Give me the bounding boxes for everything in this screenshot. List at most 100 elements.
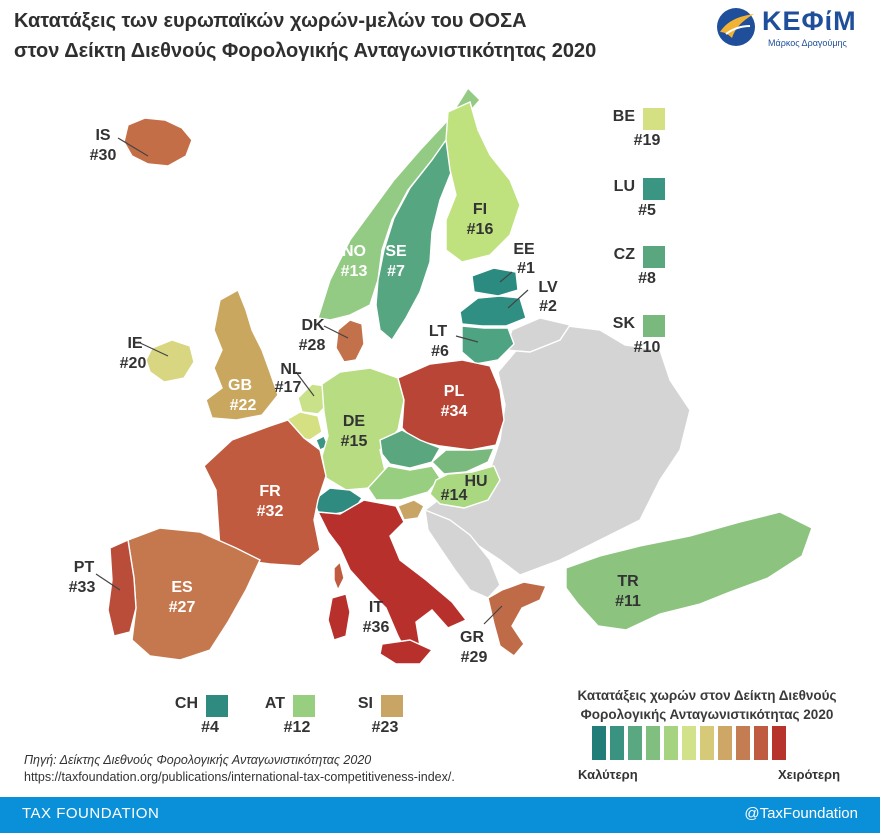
leader-DK [323,325,349,339]
inset-SK-swatch [643,315,665,337]
logo-subtitle: Μάρκος Δραγούμης [768,38,847,48]
country-GR [487,581,547,657]
country-TR [565,511,813,631]
title-line-1: Κατατάξεις των ευρωπαϊκών χωρών-μελών το… [14,10,527,32]
label-PL-rank: #34 [441,403,468,420]
label-DE-rank: #15 [341,433,368,450]
legend-swatch [772,726,786,760]
leader-PT [95,573,121,591]
inset-LU: LU #5 [605,178,685,228]
label-EE-code: EE [513,241,535,258]
legend-color-scale [592,726,786,762]
country-IT-sardinia [327,593,351,641]
inset-SK: SK #10 [605,315,685,365]
label-PT-code: PT [74,559,95,576]
legend-worst-label: Χειρότερη [778,767,841,782]
leader-IE [137,341,169,357]
label-FI-rank: #16 [467,221,494,238]
country-HU [429,465,501,509]
label-NL-code: NL [280,361,302,378]
label-ES-rank: #27 [169,599,196,616]
kefim-logo: ΚΕΦίΜ Μάρκος Δραγούμης [714,4,864,54]
inset-BE-code: BE [612,108,635,125]
source-note: Πηγή: Δείκτης Διεθνούς Φορολογικής Ανταγ… [24,752,564,786]
inset-AT-rank: #12 [283,719,311,736]
leader-IS [117,137,149,157]
label-FI-code: FI [473,201,487,218]
label-LT-code: LT [429,323,448,340]
leader-EE [499,271,513,283]
legend-swatch [592,726,606,760]
label-IE-rank: #20 [120,355,147,372]
label-PL-code: PL [444,383,465,400]
legend-swatch [610,726,624,760]
source-label: Πηγή: Δείκτης Διεθνούς Φορολογικής Ανταγ… [24,753,372,767]
country-SE [375,138,453,342]
country-IT-sicily [379,639,434,665]
country-IT [316,499,468,658]
country-LT [461,325,515,365]
inset-SI-swatch [381,695,403,717]
inset-AT-code: AT [264,695,285,712]
inset-BE-rank: #19 [633,132,661,149]
inset-SI: SI #23 [343,695,423,745]
inset-CH-swatch [206,695,228,717]
inset-AT: AT #12 [255,695,335,745]
inset-CZ-rank: #8 [638,270,656,287]
country-FI [445,101,521,263]
leader-GR [483,605,503,625]
label-FR-code: FR [259,483,281,500]
footer-handle[interactable]: @TaxFoundation [744,805,858,822]
label-IS-rank: #30 [90,147,117,164]
label-LV-rank: #2 [539,298,557,315]
europe-map: IS #30 IE #20 GB #22 NO #13 SE #7 FI #16… [69,86,813,666]
label-HU-rank: #14 [441,487,468,504]
title-line-2: στον Δείκτη Διεθνούς Φορολογικής Ανταγων… [14,40,597,62]
leader-NL [295,371,315,397]
label-IT-rank: #36 [363,619,390,636]
inset-LU-swatch [643,178,665,200]
label-SE-code: SE [385,243,407,260]
label-GB-code: GB [228,377,252,394]
leader-LT [455,335,479,343]
label-IT-code: IT [369,599,383,616]
label-NO-code: NO [342,243,366,260]
country-DK [335,319,365,363]
country-SI [397,499,425,521]
legend-title: Κατατάξεις χωρών στον Δείκτη Διεθνούς Φο… [572,686,842,724]
country-IS [123,117,193,167]
source-url[interactable]: https://taxfoundation.org/publications/i… [24,770,455,784]
label-DE-code: DE [343,413,366,430]
label-LV-code: LV [538,279,558,296]
label-NO-rank: #13 [341,263,368,280]
label-TR-rank: #11 [615,593,641,610]
label-FR-rank: #32 [257,503,284,520]
inset-BE-swatch [643,108,665,130]
leader-LV [507,289,529,309]
legend-swatch [736,726,750,760]
inset-CH-rank: #4 [201,719,219,736]
inset-CZ: CZ #8 [605,246,685,296]
country-FR-corsica [333,560,345,592]
label-GR-rank: #29 [461,649,488,666]
label-ES-code: ES [171,579,193,596]
legend-best-label: Καλύτερη [578,767,638,782]
label-HU-code: HU [464,473,487,490]
country-FR [203,419,327,567]
legend-swatch [700,726,714,760]
inset-SK-code: SK [612,315,635,332]
inset-CZ-swatch [643,246,665,268]
label-SE-rank: #7 [387,263,405,280]
country-LV [459,295,527,327]
label-DK-rank: #28 [299,337,326,354]
label-DK-code: DK [301,317,325,334]
country-IE [145,339,195,383]
inset-CZ-code: CZ [613,246,635,263]
label-TR-code: TR [617,573,639,590]
label-PT-rank: #33 [69,579,96,596]
label-GR-code: GR [460,629,484,646]
inset-SI-rank: #23 [371,719,399,736]
inset-BE: BE #19 [605,108,685,158]
label-NL-rank: #17 [275,379,302,396]
label-IS-code: IS [95,127,110,144]
